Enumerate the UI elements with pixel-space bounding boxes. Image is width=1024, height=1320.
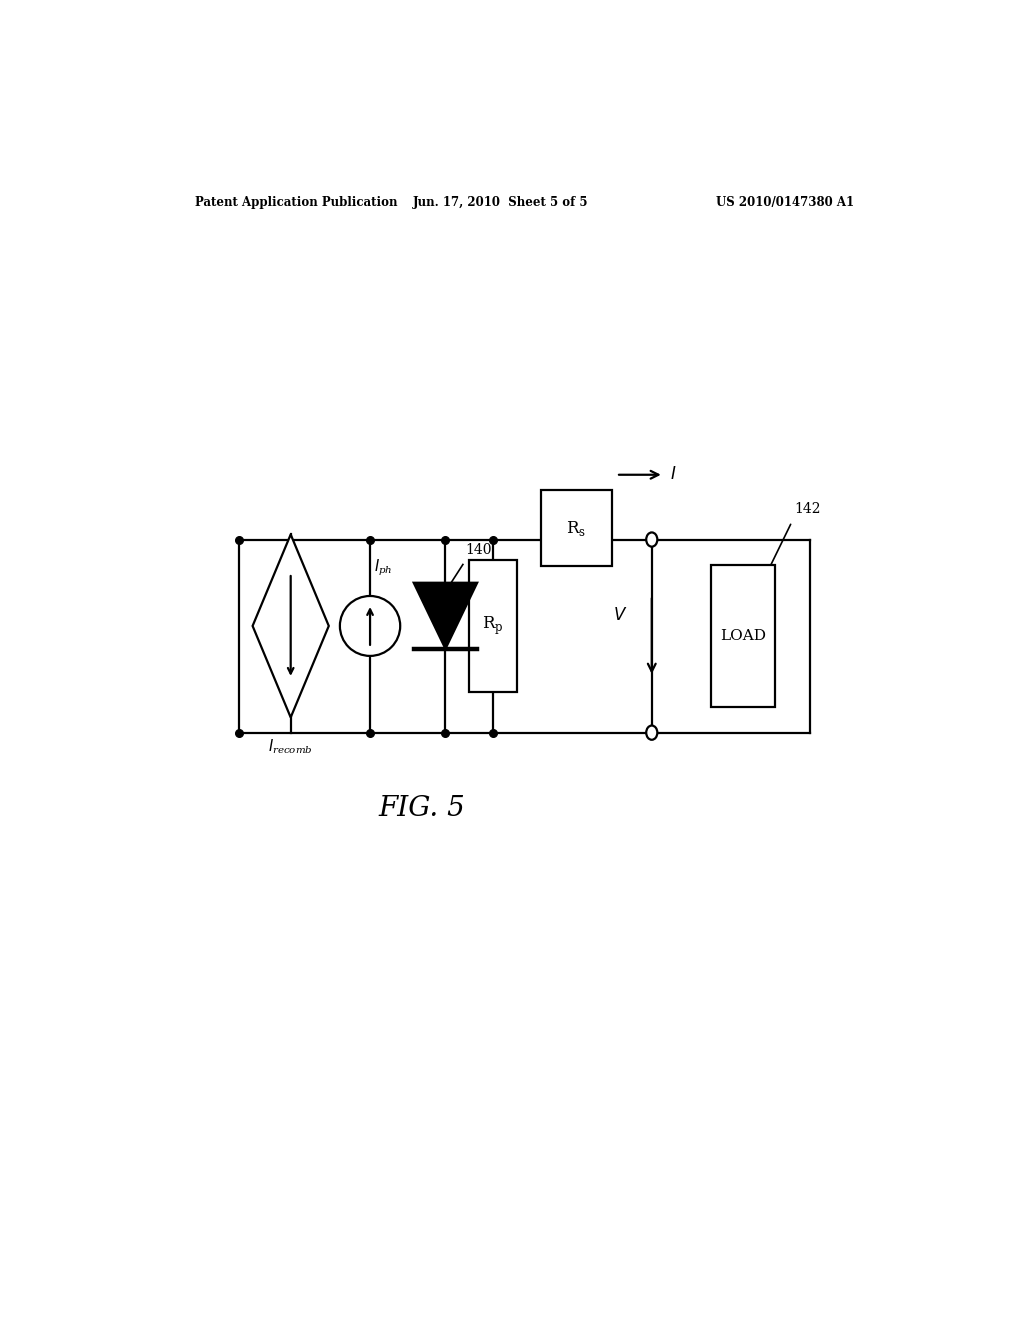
Polygon shape <box>253 535 329 718</box>
Text: R$_\mathregular{s}$: R$_\mathregular{s}$ <box>566 519 587 537</box>
Text: $I_\mathregular{ph}$: $I_\mathregular{ph}$ <box>374 557 392 578</box>
Text: $I_\mathregular{recomb}$: $I_\mathregular{recomb}$ <box>268 738 313 756</box>
Text: Jun. 17, 2010  Sheet 5 of 5: Jun. 17, 2010 Sheet 5 of 5 <box>414 195 589 209</box>
Text: FIG. 5: FIG. 5 <box>378 796 465 822</box>
Circle shape <box>646 726 657 739</box>
Text: $V$: $V$ <box>612 607 628 624</box>
Bar <box>712 565 775 708</box>
Text: 142: 142 <box>795 502 821 516</box>
Text: US 2010/0147380 A1: US 2010/0147380 A1 <box>716 195 854 209</box>
Text: $I$: $I$ <box>670 466 677 483</box>
Text: LOAD: LOAD <box>720 630 766 643</box>
Bar <box>541 490 612 566</box>
Text: Patent Application Publication: Patent Application Publication <box>196 195 398 209</box>
Bar <box>469 560 517 692</box>
Text: 140: 140 <box>465 544 492 557</box>
Circle shape <box>646 532 657 546</box>
Text: R$_\mathregular{p}$: R$_\mathregular{p}$ <box>482 615 504 638</box>
Polygon shape <box>414 582 477 649</box>
Ellipse shape <box>340 597 400 656</box>
